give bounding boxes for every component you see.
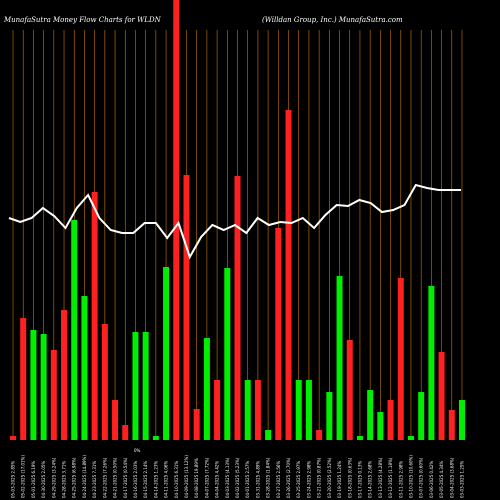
x-tick-label: 04-07-2025 (7.72%)	[204, 457, 209, 498]
x-tick-label: 04-02-2025 (5.23%)	[235, 457, 240, 498]
bars	[10, 0, 465, 440]
bar	[163, 267, 170, 440]
x-tick-label: 03-11-2025 2.98%	[398, 461, 403, 498]
x-tick-label: 03-12-2025 (1.18%)	[388, 457, 393, 498]
x-tick-label: 05-02-2025 (17.01%)	[21, 455, 26, 498]
x-tick-label: 04-15-2025 2.14%	[143, 461, 148, 498]
x-tick-label: 03-04-2025 (3.68%)	[449, 457, 454, 498]
bar	[234, 176, 241, 440]
bar	[397, 278, 404, 440]
x-tick-label: 04-08-2025 19.89%	[194, 458, 199, 498]
x-tick-label: 03-14-2025 2.68%	[368, 461, 373, 498]
bar	[459, 400, 465, 440]
bar	[285, 110, 292, 440]
x-tick-label: 05-01-2025 6.19%	[31, 461, 36, 498]
x-tick-label: 04-14-2025 1.23%	[153, 461, 158, 498]
x-tick-label: 03-31-2025 4.89%	[255, 461, 260, 498]
bar	[122, 425, 129, 440]
bar	[326, 392, 333, 440]
bar	[275, 228, 282, 440]
bar	[183, 175, 190, 440]
x-tick-label: 04-29-2025 (3.24%)	[51, 457, 56, 498]
x-tick-label: 03-18-2025 (0.63%)	[347, 457, 352, 498]
zero-label: 0%	[134, 448, 141, 453]
bar	[152, 436, 159, 440]
x-tick-label: 04-17-2025 (0.54%)	[123, 457, 128, 498]
x-tick-label: 03-20-2025 (2.52%)	[327, 457, 332, 498]
bar	[224, 268, 231, 440]
bar	[316, 430, 323, 440]
x-tick-label: 04-28-2025 3.71%	[62, 461, 67, 498]
x-tick-label: 05-03-2025 2.85%	[11, 461, 16, 498]
bar	[265, 430, 272, 440]
x-tick-label: 03-03-2025 1.25%	[460, 461, 465, 498]
bar	[50, 350, 57, 440]
x-tick-label: 04-01-2025 2.57%	[245, 461, 250, 498]
x-tick-label: 03-21-2025 (0.87%)	[317, 457, 322, 498]
bar	[448, 410, 455, 440]
chart-title: MunafaSutra Money Flow Charts for WLDN	[3, 16, 162, 24]
bar	[407, 436, 414, 440]
bar	[173, 0, 180, 440]
x-tick-label: 04-21-2025 (0.50%)	[113, 457, 118, 498]
bar	[438, 352, 445, 440]
x-tick-label: 03-07-2025 (0.60%)	[419, 457, 424, 498]
bar	[336, 276, 343, 440]
bar	[101, 324, 108, 440]
x-tick-label: 04-16-2025 2.03%	[133, 461, 138, 498]
bar	[377, 412, 384, 440]
x-tick-label: 03-24-2025 2.98%	[306, 461, 311, 498]
bar	[418, 392, 425, 440]
price-line-group	[8, 183, 461, 260]
x-tick-label: 04-24-2025 (14.89%)	[82, 455, 87, 498]
x-tick-label: 03-06-2025 0.42%	[429, 461, 434, 498]
x-tick-label: 03-28-2025 (1.84%)	[266, 457, 271, 498]
bar	[367, 390, 374, 440]
bar	[30, 330, 37, 440]
bar	[91, 192, 98, 440]
bar	[305, 380, 312, 440]
x-tick-label: 03-13-2025 (4.28%)	[378, 457, 383, 498]
x-tick-label: 04-10-2025 6.31%	[174, 461, 179, 498]
price-line	[8, 183, 461, 260]
bar	[295, 380, 302, 440]
bar	[81, 296, 88, 440]
bar	[214, 380, 221, 440]
bar	[254, 380, 261, 440]
chart-subtitle: (Willdan Group, Inc.) MunafaSutra.com	[262, 16, 403, 24]
x-tick-label: 03-19-2025 1.24%	[337, 461, 342, 498]
bar	[203, 338, 210, 440]
x-tick-label: 04-04-2025 4.42%	[215, 461, 220, 498]
x-tick-label: 04-22-2025 (7.26%)	[102, 457, 107, 498]
x-tick-labels: 05-03-2025 2.85% 05-02-2025 (17.01%) 05-01…	[11, 455, 465, 498]
bar	[428, 286, 435, 440]
bar	[387, 400, 394, 440]
bar	[142, 332, 149, 440]
x-tick-label: 04-25-2025 (6.98%)	[72, 457, 77, 498]
x-tick-label: 03-27-2025 2.56%	[276, 461, 281, 498]
bar	[20, 318, 27, 440]
bar	[193, 409, 200, 440]
bar	[112, 400, 119, 440]
x-tick-label: 04-30-2025 2.05%	[41, 461, 46, 498]
bar	[244, 380, 251, 440]
bar	[40, 334, 47, 440]
x-tick-label: 03-26-2025 (2.70%)	[286, 457, 291, 498]
bar	[346, 340, 353, 440]
bar	[132, 332, 139, 440]
x-tick-label: 03-25-2025 2.97%	[296, 461, 301, 498]
bar	[71, 220, 78, 440]
x-tick-label: 04-09-2025 (13.12%)	[184, 455, 189, 498]
bar	[61, 310, 68, 440]
bar	[10, 436, 16, 440]
x-tick-label: 03-05-2025 4.34%	[439, 461, 444, 498]
x-tick-label: 04-11-2025 4.06%	[164, 461, 169, 498]
x-tick-label: 03-17-2025 0.13%	[357, 461, 362, 498]
x-tick-label: 04-23-2025 7.31%	[92, 461, 97, 498]
x-tick-label: 03-10-2025 (10.60%)	[408, 455, 413, 498]
x-tick-label: 04-03-2025 (4.13%)	[225, 457, 230, 498]
bar	[356, 436, 363, 440]
